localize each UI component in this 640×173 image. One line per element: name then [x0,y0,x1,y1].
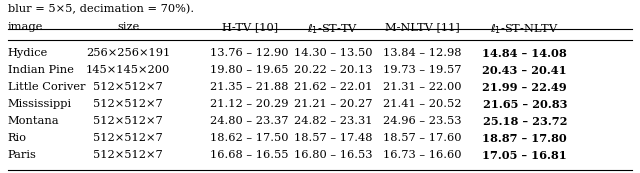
Text: 21.21 – 20.27: 21.21 – 20.27 [294,99,372,109]
Text: blur = 5×5, decimation = 70%).: blur = 5×5, decimation = 70%). [8,3,194,14]
Text: M-NLTV [11]: M-NLTV [11] [385,22,460,33]
Text: Hydice: Hydice [8,48,48,58]
Text: 13.84 – 12.98: 13.84 – 12.98 [383,48,461,58]
Text: 21.99 – 22.49: 21.99 – 22.49 [483,82,567,93]
Text: 20.22 – 20.13: 20.22 – 20.13 [294,65,372,75]
Text: 21.62 – 22.01: 21.62 – 22.01 [294,82,372,92]
Text: $\ell_1$-ST-NLTV: $\ell_1$-ST-NLTV [490,22,559,36]
Text: Little Coriver: Little Coriver [8,82,85,92]
Text: $\ell_1$-ST-TV: $\ell_1$-ST-TV [307,22,358,36]
Text: H-TV [10]: H-TV [10] [221,22,278,33]
Text: size: size [117,22,139,33]
Text: 13.76 – 12.90: 13.76 – 12.90 [211,48,289,58]
Text: 25.18 – 23.72: 25.18 – 23.72 [483,116,567,127]
Text: 18.57 – 17.60: 18.57 – 17.60 [383,133,461,143]
Text: 19.80 – 19.65: 19.80 – 19.65 [211,65,289,75]
Text: 18.62 – 17.50: 18.62 – 17.50 [211,133,289,143]
Text: 21.65 – 20.83: 21.65 – 20.83 [483,99,567,110]
Text: 512×512×7: 512×512×7 [93,116,163,126]
Text: 16.73 – 16.60: 16.73 – 16.60 [383,150,461,160]
Text: 18.87 – 17.80: 18.87 – 17.80 [483,133,567,144]
Text: 19.73 – 19.57: 19.73 – 19.57 [383,65,461,75]
Text: Montana: Montana [8,116,60,126]
Text: 24.96 – 23.53: 24.96 – 23.53 [383,116,461,126]
Text: Indian Pine: Indian Pine [8,65,74,75]
Text: 17.05 – 16.81: 17.05 – 16.81 [483,150,567,161]
Text: 14.84 – 14.08: 14.84 – 14.08 [483,48,567,60]
Text: 21.41 – 20.52: 21.41 – 20.52 [383,99,461,109]
Text: 24.80 – 23.37: 24.80 – 23.37 [211,116,289,126]
Text: 21.35 – 21.88: 21.35 – 21.88 [211,82,289,92]
Text: 16.80 – 16.53: 16.80 – 16.53 [294,150,372,160]
Text: 14.30 – 13.50: 14.30 – 13.50 [294,48,372,58]
Text: 512×512×7: 512×512×7 [93,150,163,160]
Text: 16.68 – 16.55: 16.68 – 16.55 [211,150,289,160]
Text: 256×256×191: 256×256×191 [86,48,170,58]
Text: 20.43 – 20.41: 20.43 – 20.41 [483,65,567,76]
Text: 512×512×7: 512×512×7 [93,82,163,92]
Text: 18.57 – 17.48: 18.57 – 17.48 [294,133,372,143]
Text: 21.12 – 20.29: 21.12 – 20.29 [211,99,289,109]
Text: Paris: Paris [8,150,36,160]
Text: 145×145×200: 145×145×200 [86,65,170,75]
Text: 21.31 – 22.00: 21.31 – 22.00 [383,82,461,92]
Text: Rio: Rio [8,133,27,143]
Text: 512×512×7: 512×512×7 [93,133,163,143]
Text: Mississippi: Mississippi [8,99,72,109]
Text: 24.82 – 23.31: 24.82 – 23.31 [294,116,372,126]
Text: image: image [8,22,43,33]
Text: 512×512×7: 512×512×7 [93,99,163,109]
